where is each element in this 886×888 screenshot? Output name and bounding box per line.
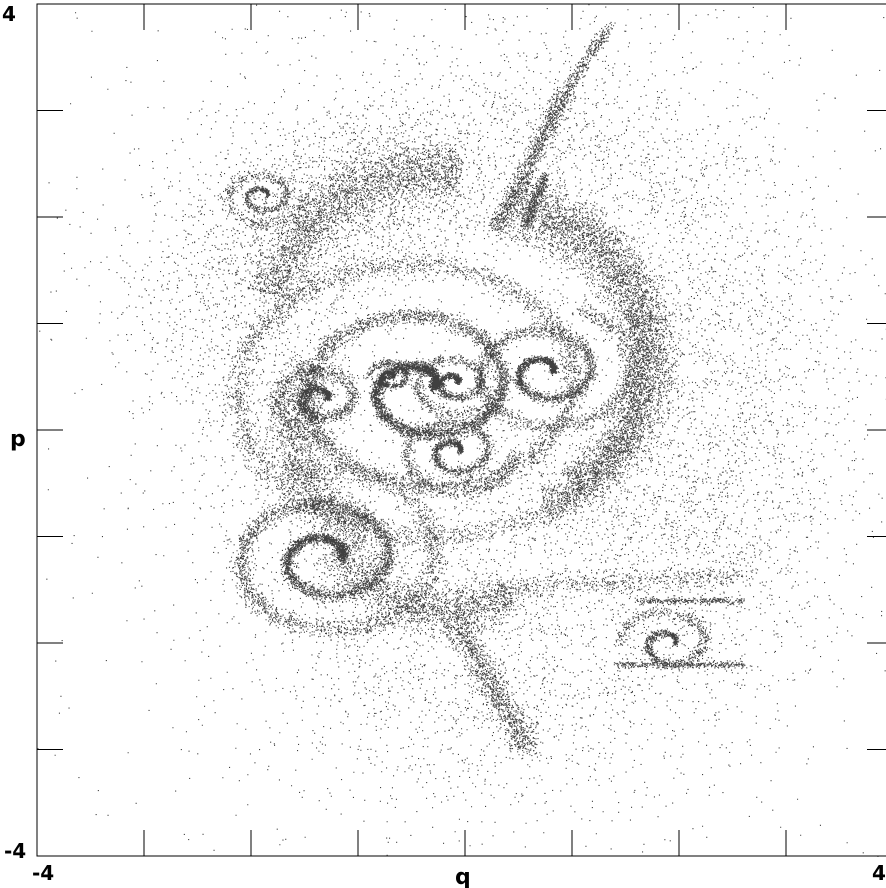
x-tick-label-min: -4	[32, 861, 54, 885]
data-points	[37, 4, 886, 857]
y-tick-label-min: -4	[4, 839, 26, 863]
x-tick-label-max: 4	[872, 861, 886, 885]
scatter-points	[37, 4, 886, 857]
x-axis-label: q	[455, 865, 471, 888]
y-tick-label-max: 4	[2, 2, 16, 26]
y-axis-label: p	[10, 427, 26, 452]
axis-ticks	[37, 4, 886, 856]
